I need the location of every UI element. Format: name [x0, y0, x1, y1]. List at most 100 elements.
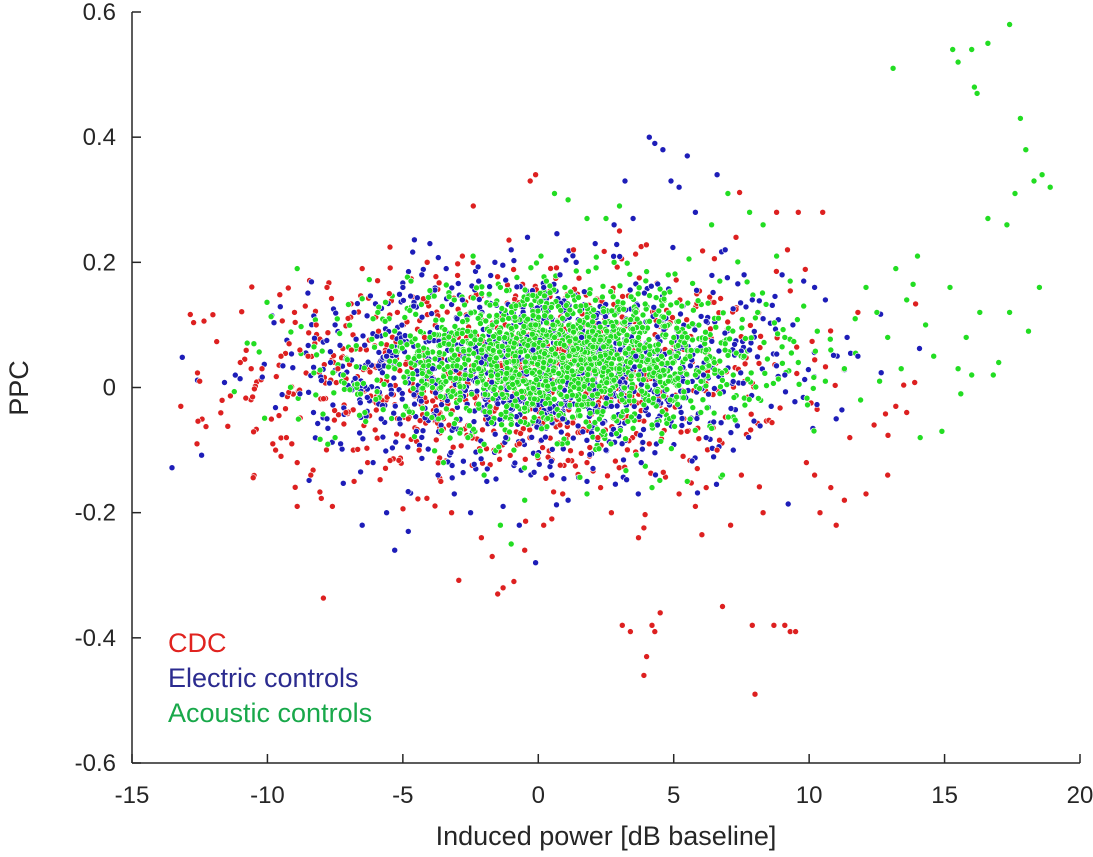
x-tick-label: -15 [115, 782, 150, 809]
electric-control-point [678, 422, 686, 429]
cdc-point [811, 471, 818, 479]
cdc-point [747, 322, 754, 329]
acoustic-control-point [652, 294, 660, 301]
acoustic-control-point [456, 383, 464, 390]
acoustic-control-point [723, 381, 731, 388]
acoustic-control-point [662, 331, 670, 339]
cdc-point [329, 503, 336, 510]
electric-control-point [337, 440, 344, 448]
acoustic-control-point [702, 346, 710, 354]
acoustic-control-point [567, 288, 575, 296]
cdc-point [816, 509, 824, 517]
cdc-point [747, 410, 755, 418]
electric-control-point [398, 395, 406, 403]
acoustic-control-point [570, 346, 577, 354]
acoustic-control-point [547, 357, 554, 365]
acoustic-control-point [513, 274, 521, 281]
electric-control-point [572, 258, 580, 266]
acoustic-control-point [397, 339, 404, 346]
acoustic-control-point [589, 343, 597, 351]
cdc-point [200, 317, 208, 325]
electric-control-point [410, 302, 418, 310]
acoustic-control-point [659, 366, 667, 374]
cdc-point [291, 319, 299, 326]
acoustic-control-point [498, 342, 506, 350]
electric-control-point [678, 415, 686, 422]
cdc-point [794, 209, 802, 216]
acoustic-control-point [419, 404, 426, 412]
acoustic-control-point [771, 319, 778, 327]
cdc-point [376, 476, 384, 484]
acoustic-control-point [398, 344, 406, 352]
acoustic-control-point [786, 277, 794, 285]
electric-control-point [363, 394, 371, 401]
acoustic-control-point [546, 289, 554, 297]
cdc-point [331, 416, 338, 424]
acoustic-control-point [591, 354, 599, 362]
cdc-point [547, 265, 554, 272]
electric-control-point [391, 402, 399, 410]
cdc-point [550, 488, 557, 496]
electric-control-point [419, 266, 427, 273]
electric-control-point [499, 503, 507, 510]
electric-control-point [382, 447, 390, 455]
acoustic-control-point [995, 359, 1003, 366]
acoustic-control-point [655, 307, 663, 315]
acoustic-control-point [425, 294, 432, 301]
cdc-point [903, 409, 911, 416]
cdc-point [386, 243, 394, 251]
electric-control-point [789, 321, 797, 329]
acoustic-control-point [478, 346, 485, 354]
acoustic-control-point [803, 394, 811, 402]
acoustic-control-point [664, 271, 672, 279]
cdc-point [194, 417, 202, 425]
acoustic-control-point [380, 380, 388, 388]
acoustic-control-point [683, 478, 691, 485]
acoustic-control-point [702, 382, 710, 390]
acoustic-control-point [346, 321, 353, 329]
cdc-point [793, 343, 801, 351]
acoustic-control-point [382, 298, 389, 306]
acoustic-control-point [521, 404, 528, 412]
acoustic-control-point [583, 314, 591, 321]
cdc-point [455, 576, 463, 584]
acoustic-control-point [557, 307, 565, 314]
cdc-point [435, 279, 443, 287]
acoustic-control-point [603, 327, 611, 335]
acoustic-control-point [599, 293, 606, 301]
electric-control-point [404, 443, 412, 451]
acoustic-control-point [615, 365, 623, 373]
electric-control-point [916, 345, 923, 352]
acoustic-control-point [599, 408, 607, 415]
cdc-point [494, 273, 501, 281]
acoustic-control-point [499, 316, 507, 324]
cdc-point [645, 440, 653, 448]
acoustic-control-point [372, 395, 380, 403]
acoustic-control-point [529, 384, 537, 392]
cdc-point [613, 263, 621, 271]
cdc-point [597, 484, 604, 491]
cdc-point [695, 435, 703, 443]
cdc-point [423, 494, 431, 502]
acoustic-control-point [790, 338, 798, 345]
acoustic-control-point [231, 388, 238, 395]
acoustic-control-point [876, 377, 883, 385]
acoustic-control-point [459, 318, 466, 325]
acoustic-control-point [417, 328, 424, 335]
cdc-point [706, 293, 714, 301]
cdc-point [505, 236, 513, 244]
electric-control-point [407, 292, 414, 300]
acoustic-control-point [435, 363, 443, 371]
acoustic-control-point [428, 377, 436, 385]
electric-control-point [413, 427, 420, 435]
acoustic-control-point [813, 327, 821, 335]
electric-control-point [502, 276, 510, 284]
acoustic-control-point [540, 359, 548, 366]
acoustic-control-point [533, 376, 540, 384]
electric-control-point [616, 253, 624, 260]
electric-control-point [314, 420, 322, 427]
acoustic-control-point [541, 303, 549, 311]
acoustic-control-point [407, 277, 415, 285]
acoustic-control-point [916, 434, 924, 441]
acoustic-control-point [716, 390, 724, 397]
